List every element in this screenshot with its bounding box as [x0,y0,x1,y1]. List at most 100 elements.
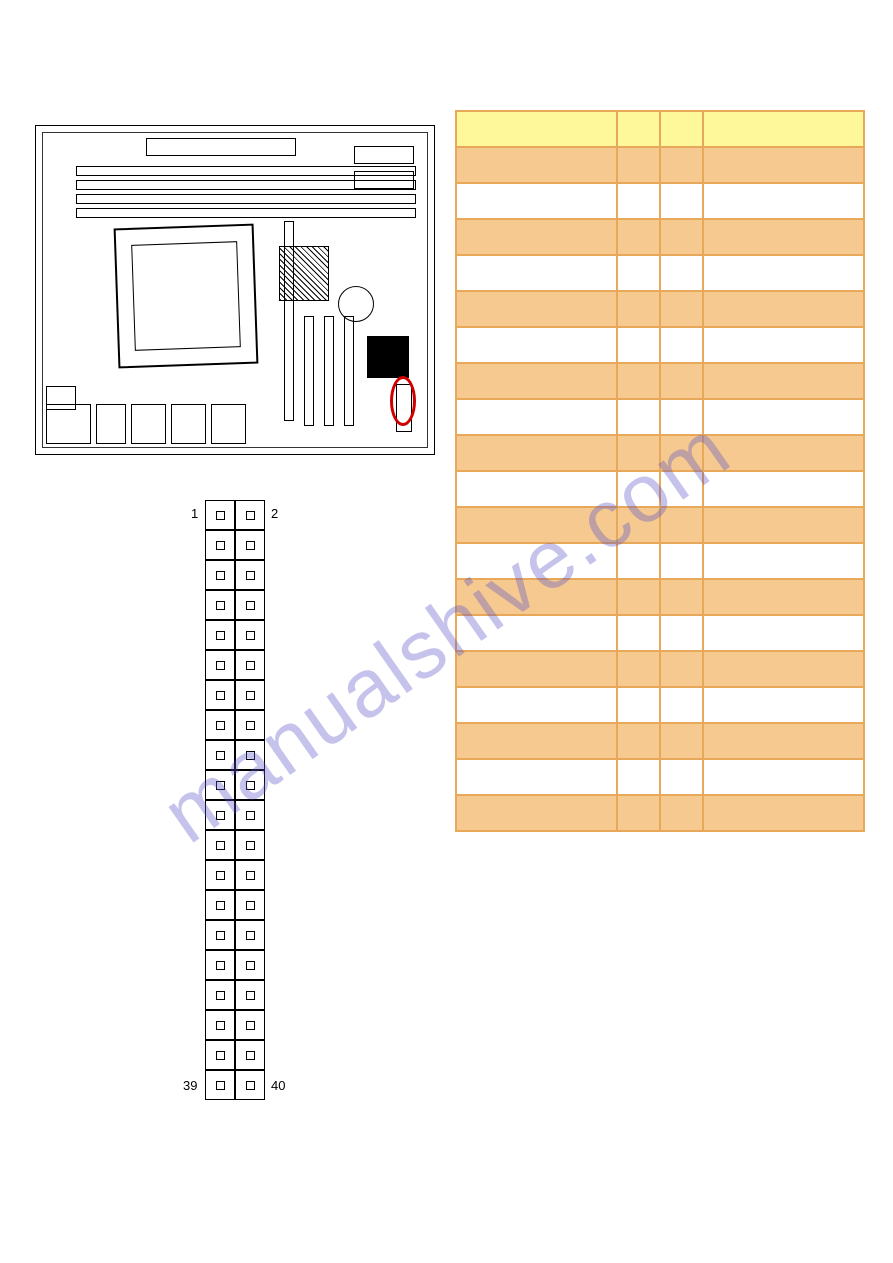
pin-square-icon [216,721,225,730]
pin-cell [205,530,235,560]
table-row [456,435,864,471]
pin-cell [235,620,265,650]
table-header-cell [617,111,660,147]
table-cell [703,795,864,831]
pin-square-icon [246,511,255,520]
table-row [456,795,864,831]
motherboard-diagram [35,125,435,455]
pin-cell [205,830,235,860]
dimm-slot [76,208,416,218]
table-cell [456,183,617,219]
pin-square-icon [216,571,225,580]
pin-square-icon [216,901,225,910]
table-cell [660,507,703,543]
table-cell [456,795,617,831]
pin-cell [205,770,235,800]
pin-cell [205,560,235,590]
pin-square-icon [246,631,255,640]
table-cell [456,723,617,759]
pin-grid [205,500,265,1100]
table-cell [456,399,617,435]
table-row [456,579,864,615]
pin-cell [205,680,235,710]
table-row [456,291,864,327]
table-cell [660,255,703,291]
table-cell [703,435,864,471]
highlight-circle-icon [390,376,416,426]
table-row [456,327,864,363]
pin-square-icon [216,931,225,940]
dimm-slot [76,194,416,204]
table-cell [617,759,660,795]
table-cell [617,363,660,399]
pin-square-icon [246,961,255,970]
table-cell [456,507,617,543]
table-cell [703,291,864,327]
table-cell [617,471,660,507]
rear-io [131,404,166,444]
table-cell [660,579,703,615]
rear-io [171,404,206,444]
pin-square-icon [246,1051,255,1060]
pin-square-icon [216,691,225,700]
pin-label-1: 1 [191,506,198,521]
table-cell [456,255,617,291]
table-cell [703,399,864,435]
table-row [456,147,864,183]
table-cell [703,183,864,219]
pin-cell [205,1070,235,1100]
rear-io [46,404,91,444]
pin-cell [235,860,265,890]
table-cell [703,651,864,687]
table-cell [703,363,864,399]
table-cell [617,579,660,615]
pin-cell [205,800,235,830]
table-row [456,615,864,651]
table-cell [456,291,617,327]
table-cell [456,327,617,363]
table-cell [703,219,864,255]
table-row [456,723,864,759]
table-row [456,759,864,795]
pin-cell [205,650,235,680]
table-cell [617,327,660,363]
pin-square-icon [216,961,225,970]
pin-cell [205,590,235,620]
table-cell [617,255,660,291]
pin-cell [235,530,265,560]
table-cell [660,147,703,183]
table-cell [703,615,864,651]
pin-cell [235,830,265,860]
table-cell [456,759,617,795]
table-cell [456,471,617,507]
table-cell [660,687,703,723]
pin-cell [235,890,265,920]
table-cell [617,183,660,219]
table-cell [456,579,617,615]
table-cell [660,327,703,363]
rear-io [211,404,246,444]
chipset [367,336,409,378]
pin-square-icon [216,991,225,1000]
sata-header [354,146,414,164]
pin-cell [235,1010,265,1040]
sata-header [354,171,414,189]
table-cell [703,255,864,291]
pin-square-icon [216,1051,225,1060]
pin-square-icon [246,571,255,580]
pin-cell [235,710,265,740]
table-cell [660,435,703,471]
pin-square-icon [246,931,255,940]
page: 1 2 39 40 manualshive.com [0,0,893,1263]
table-row [456,219,864,255]
table-header-cell [456,111,617,147]
pcie-slot [304,316,314,426]
table-row [456,507,864,543]
atx-power [146,138,296,156]
pin-cell [205,950,235,980]
pin-square-icon [246,991,255,1000]
pin-square-icon [246,691,255,700]
pin-cell [235,950,265,980]
pin-square-icon [246,811,255,820]
table-header-cell [660,111,703,147]
